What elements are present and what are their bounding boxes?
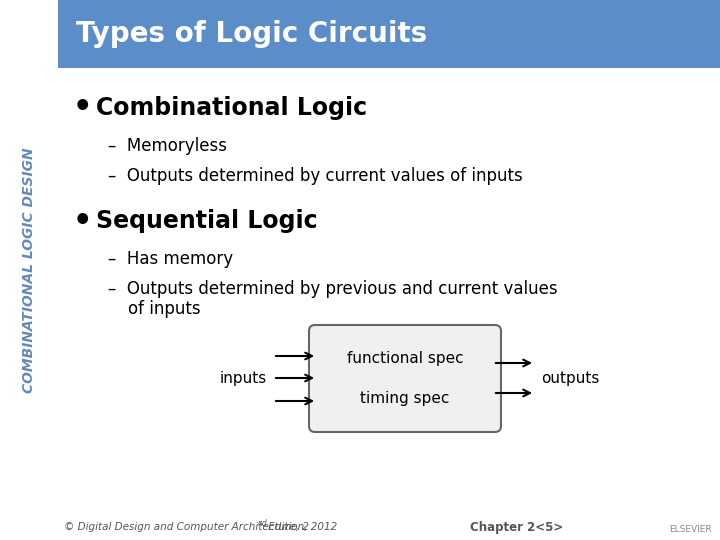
Text: Types of Logic Circuits: Types of Logic Circuits <box>76 20 427 48</box>
Text: ELSEVIER: ELSEVIER <box>669 524 711 534</box>
Text: timing spec: timing spec <box>360 390 450 406</box>
Text: –  Outputs determined by current values of inputs: – Outputs determined by current values o… <box>108 167 523 185</box>
Text: –  Outputs determined by previous and current values: – Outputs determined by previous and cur… <box>108 280 557 298</box>
Text: •: • <box>73 93 92 123</box>
Text: © Digital Design and Computer Architecture, 2: © Digital Design and Computer Architectu… <box>64 522 309 532</box>
Text: inputs: inputs <box>220 370 267 386</box>
FancyBboxPatch shape <box>309 325 501 432</box>
Text: Chapter 2<5>: Chapter 2<5> <box>470 521 563 534</box>
Text: •: • <box>73 206 92 235</box>
Text: Combinational Logic: Combinational Logic <box>96 96 367 120</box>
Text: –  Has memory: – Has memory <box>108 250 233 268</box>
Text: Sequential Logic: Sequential Logic <box>96 209 318 233</box>
Text: functional spec: functional spec <box>347 352 463 367</box>
Text: –  Memoryless: – Memoryless <box>108 137 227 155</box>
Text: of inputs: of inputs <box>128 300 201 318</box>
Text: Edition, 2012: Edition, 2012 <box>265 522 337 532</box>
Bar <box>58 0 720 68</box>
Text: COMBINATIONAL LOGIC DESIGN: COMBINATIONAL LOGIC DESIGN <box>22 147 36 393</box>
Text: nd: nd <box>258 518 268 528</box>
Text: outputs: outputs <box>541 370 599 386</box>
